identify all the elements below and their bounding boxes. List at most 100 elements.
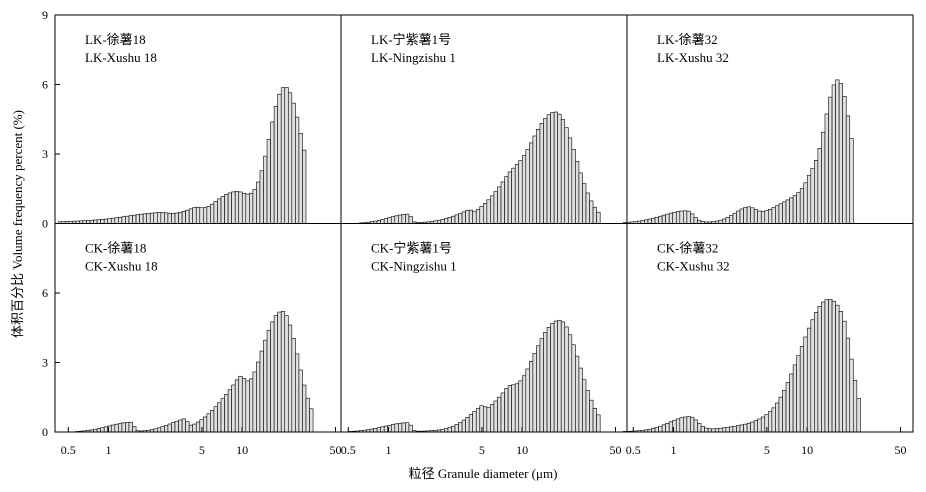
- histogram-bar: [440, 219, 445, 224]
- histogram-bar: [284, 87, 289, 224]
- histogram-bar: [493, 191, 498, 224]
- histogram-bar: [171, 422, 176, 433]
- histogram-bar: [750, 421, 755, 433]
- histogram-bar: [658, 425, 663, 433]
- histogram-bar: [461, 419, 466, 433]
- histogram-bar: [564, 326, 569, 433]
- histogram-bar: [732, 212, 737, 224]
- histogram-bar: [856, 398, 861, 433]
- histogram-bar: [132, 214, 137, 224]
- histogram-bar: [675, 418, 681, 433]
- histogram-bar: [451, 215, 456, 224]
- histogram-bar: [817, 306, 822, 433]
- histogram-bar: [468, 414, 474, 433]
- histogram-bar: [234, 191, 240, 224]
- histogram-bar: [245, 380, 250, 433]
- histogram-bar: [174, 212, 179, 224]
- histogram-bar: [181, 211, 186, 224]
- histogram-bar: [585, 390, 590, 433]
- histogram-bar: [729, 215, 734, 224]
- histogram-bar: [458, 213, 463, 224]
- histogram-bar: [739, 424, 744, 433]
- x-tick-label: 50: [609, 443, 621, 457]
- histogram-bar: [560, 321, 566, 433]
- panel-5: CK-宁紫薯1号 CK-Ningzishu 1: [348, 241, 601, 433]
- histogram-bar: [408, 216, 413, 224]
- x-tick-label: 10: [516, 443, 528, 457]
- histogram-bar: [178, 212, 183, 224]
- histogram-bar: [796, 355, 801, 433]
- histogram-bar: [171, 213, 176, 224]
- histogram-bar: [444, 428, 449, 433]
- histogram-bar: [401, 214, 406, 224]
- histogram-bar: [181, 418, 186, 433]
- histogram-bar: [543, 332, 548, 433]
- histogram-bar: [665, 213, 670, 224]
- histogram-bar: [589, 200, 594, 224]
- x-tick-label: 0.5: [341, 443, 356, 457]
- histogram-bar: [803, 182, 808, 224]
- histogram-bar: [231, 191, 236, 224]
- histogram-bar: [589, 399, 594, 433]
- histogram-bar: [408, 424, 413, 433]
- histogram-bar: [729, 426, 734, 433]
- histogram-bar: [149, 212, 155, 224]
- histogram-bar: [810, 168, 815, 224]
- histogram-bar: [125, 215, 130, 224]
- histogram-bar: [100, 219, 105, 224]
- histogram-bar: [668, 212, 674, 224]
- histogram-bar: [238, 375, 243, 433]
- histogram-bar: [224, 394, 229, 433]
- x-tick-label: 1: [106, 443, 112, 457]
- histogram-bar: [789, 197, 794, 224]
- histogram-bar: [532, 135, 537, 224]
- histogram-bar: [472, 411, 477, 433]
- histogram-bar: [806, 174, 812, 224]
- histogram-bar: [792, 195, 797, 224]
- histogram-bar: [778, 396, 783, 433]
- histogram-bar: [309, 408, 314, 433]
- histogram-bar: [582, 183, 587, 224]
- histogram-bar: [266, 329, 271, 433]
- histogram-bar: [575, 355, 580, 433]
- histogram-bar: [398, 214, 403, 224]
- histogram-bar: [718, 427, 723, 433]
- y-tick-label: 6: [42, 286, 48, 300]
- histogram-bar: [746, 206, 751, 224]
- histogram-bar: [259, 350, 264, 433]
- panel-label-cn: LK-徐薯18: [85, 32, 146, 47]
- histogram-bar: [675, 211, 681, 224]
- histogram-bar: [514, 164, 520, 224]
- histogram-bar: [195, 421, 201, 433]
- histogram-bar: [461, 211, 466, 224]
- histogram-bar: [575, 160, 580, 224]
- x-axis-label: 粒径 Granule diameter (μm): [409, 466, 558, 481]
- histogram-bar: [683, 210, 688, 224]
- histogram-bar: [383, 218, 389, 224]
- histogram-bar: [760, 416, 766, 433]
- x-tick-label: 50: [329, 443, 341, 457]
- histogram-bar: [277, 311, 282, 433]
- histogram-bar: [536, 128, 541, 224]
- panel-label-en: CK-Xushu 32: [657, 259, 730, 274]
- histogram-bar: [796, 192, 801, 224]
- histogram-bar: [497, 186, 502, 224]
- histogram-bar: [238, 191, 243, 224]
- histogram-bar: [135, 214, 140, 224]
- histogram-bar: [231, 384, 236, 433]
- histogram-bar: [376, 427, 381, 433]
- histogram-bar: [213, 406, 218, 433]
- histogram-bar: [110, 217, 116, 224]
- histogram-bar: [546, 114, 551, 224]
- histogram-bar: [284, 315, 289, 433]
- histogram-bar: [475, 408, 481, 433]
- histogram-bar: [192, 423, 197, 433]
- histogram-bar: [686, 416, 691, 433]
- histogram-bar: [188, 424, 194, 433]
- histogram-bar: [160, 212, 165, 224]
- histogram-bar: [387, 217, 392, 224]
- histogram-bar: [654, 216, 659, 224]
- histogram-bar: [178, 419, 183, 433]
